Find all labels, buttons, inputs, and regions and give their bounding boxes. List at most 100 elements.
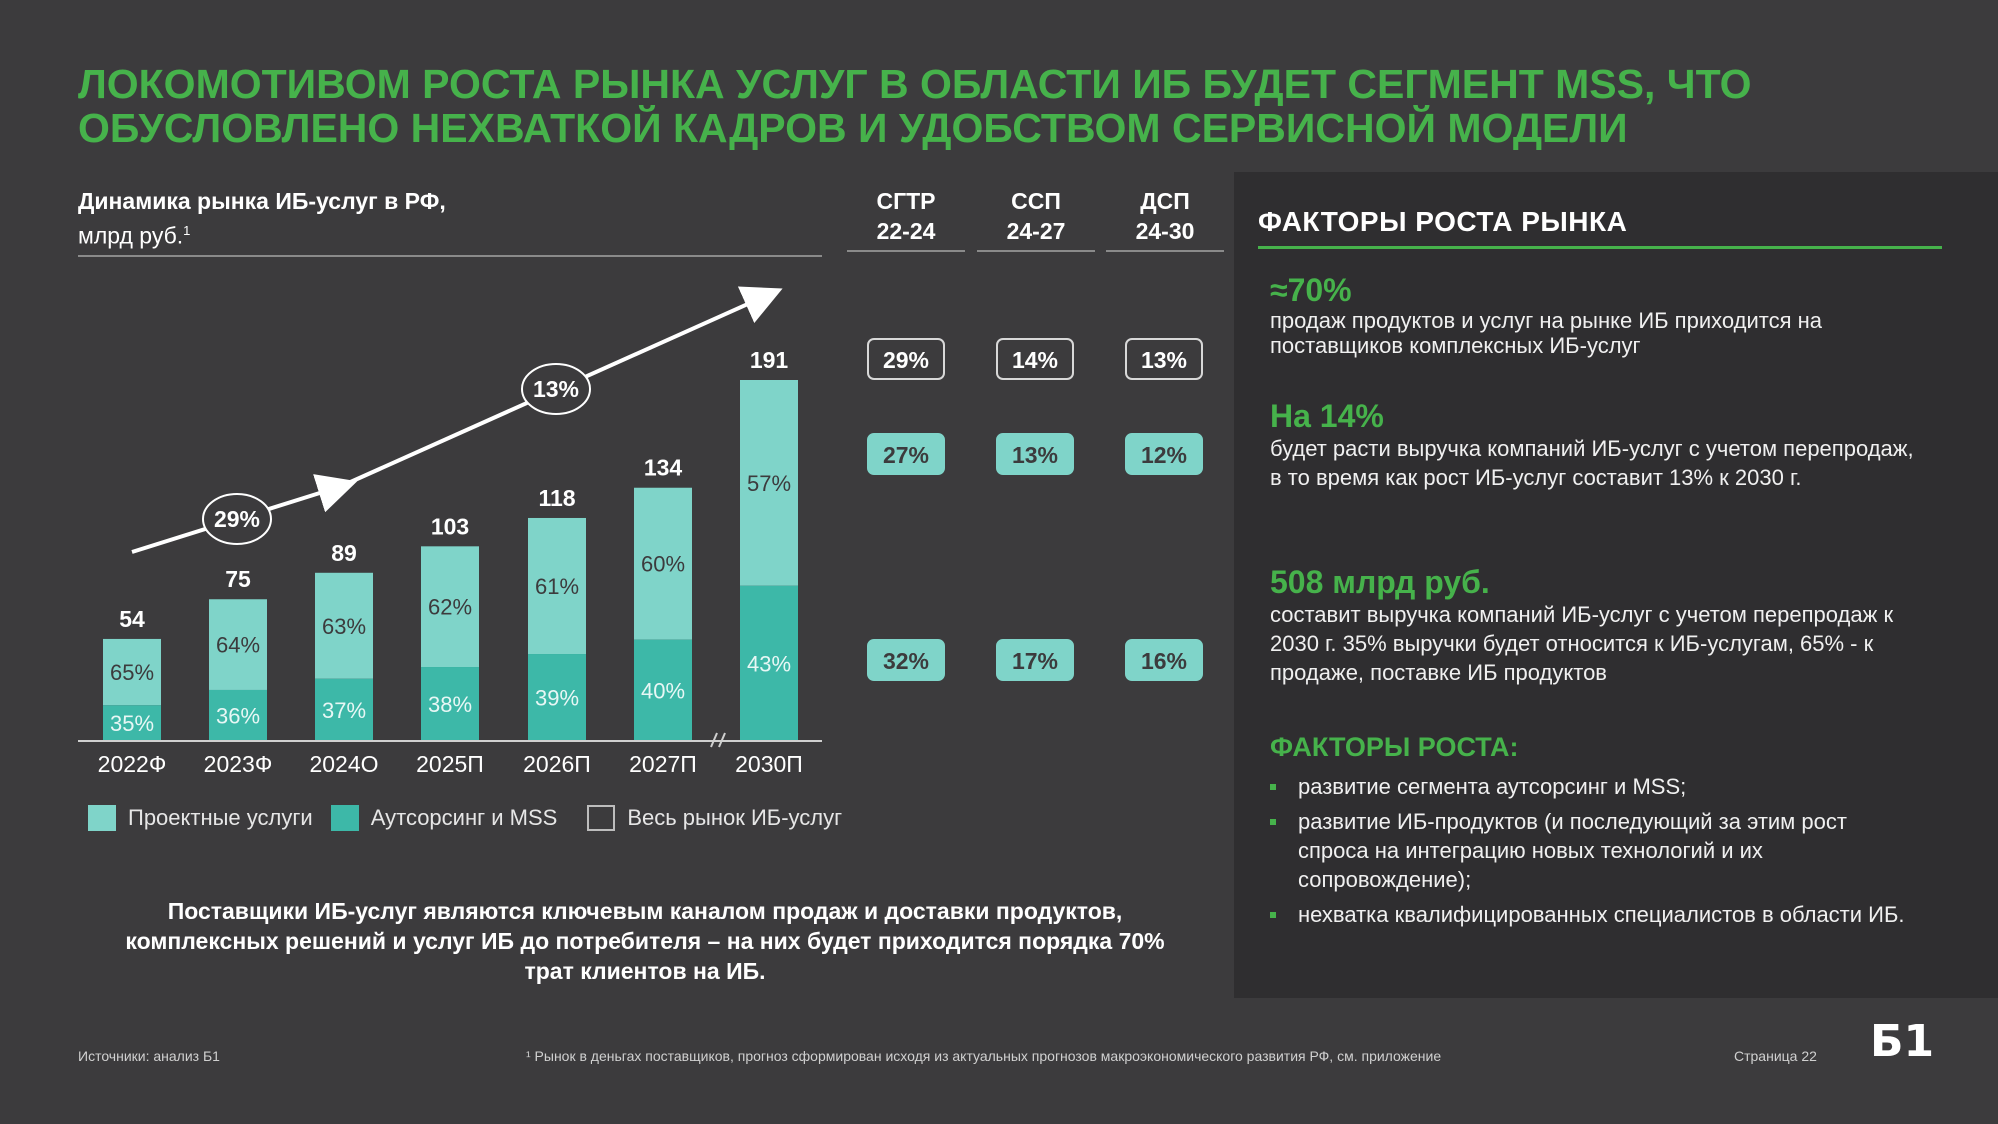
- growth-label-2: 13%: [533, 376, 579, 402]
- cagr-r1-c1: 29%: [867, 338, 945, 380]
- category-label-4: 2026П: [523, 751, 591, 777]
- bar-outsourcing-4: [528, 654, 586, 741]
- label-total-5: 134: [644, 455, 683, 481]
- label-total-1: 75: [225, 566, 251, 592]
- bar-outsourcing-6: [740, 585, 798, 741]
- legend-item-total: Весь рынок ИБ-услуг: [587, 805, 842, 831]
- label-total-6: 191: [750, 347, 789, 373]
- factors-list: развитие сегмента аутсорсинг и MSS; разв…: [1270, 772, 1910, 935]
- label-outsourcing-share-6: 43%: [747, 651, 791, 676]
- label-outsourcing-share-3: 38%: [428, 692, 472, 717]
- legend-label-total: Весь рынок ИБ-услуг: [627, 805, 843, 830]
- factor-text: развитие сегмента аутсорсинг и MSS;: [1298, 774, 1687, 799]
- label-project-share-0: 65%: [110, 660, 154, 685]
- bar-project-6: [740, 380, 798, 586]
- bullet-icon: [1270, 912, 1276, 918]
- label-outsourcing-share-5: 40%: [641, 678, 685, 703]
- footer-footnote: ¹ Рынок в деньгах поставщиков, прогноз с…: [526, 1048, 1442, 1064]
- cagr-header-1: СГТР 22-24: [847, 186, 965, 252]
- legend-label-project: Проектные услуги: [128, 805, 313, 830]
- category-label-6: 2030П: [735, 751, 803, 777]
- label-outsourcing-share-2: 37%: [322, 698, 366, 723]
- label-project-share-2: 63%: [322, 614, 366, 639]
- growth-badge-2: 13%: [521, 363, 591, 415]
- bar-project-5: [634, 487, 692, 640]
- fact-3: 508 млрд руб. составит выручка компаний …: [1270, 564, 1930, 687]
- cagr-r1-c2: 14%: [996, 338, 1074, 380]
- label-project-share-4: 61%: [535, 574, 579, 599]
- cagr-r3-c2: 17%: [996, 639, 1074, 681]
- legend-label-outsourcing: Аутсорсинг и MSS: [370, 805, 558, 830]
- cagr-header-1-name: СГТР: [876, 188, 936, 214]
- bar-outsourcing-1: [209, 689, 267, 741]
- cagr-r2-c1: 27%: [867, 433, 945, 475]
- label-total-0: 54: [119, 606, 145, 632]
- chart-heading: Динамика рынка ИБ-услуг в РФ, млрд руб.1: [78, 186, 822, 257]
- bar-project-0: [103, 638, 161, 706]
- bar-project-1: [209, 599, 267, 690]
- legend-swatch-total: [587, 805, 616, 831]
- footer-sources: Источники: анализ Б1: [78, 1048, 220, 1064]
- label-outsourcing-share-0: 35%: [110, 711, 154, 736]
- growth-badge-1: 29%: [202, 493, 272, 545]
- category-label-2: 2024О: [309, 751, 378, 777]
- footer-page-number: Страница 22: [1734, 1048, 1817, 1064]
- factor-text: развитие ИБ-продуктов (и последующий за …: [1298, 809, 1847, 892]
- bullet-icon: [1270, 784, 1276, 790]
- fact-2: На 14% будет расти выручка компаний ИБ-у…: [1270, 398, 1930, 492]
- growth-label-1: 29%: [214, 506, 260, 532]
- b1-logo: Б1: [1870, 1016, 1935, 1067]
- bar-project-3: [421, 546, 479, 668]
- bar-project-2: [315, 572, 373, 679]
- legend-swatch-project: [88, 805, 116, 831]
- cagr-header-2-period: 24-27: [1006, 218, 1066, 244]
- panel-title: ФАКТОРЫ РОСТА РЫНКА: [1258, 206, 1942, 249]
- cagr-header-2: ССП 24-27: [977, 186, 1095, 252]
- footnote-mark: 1: [183, 223, 191, 238]
- category-label-1: 2023Ф: [204, 751, 273, 777]
- slide-title: ЛОКОМОТИВОМ РОСТА РЫНКА УСЛУГ В ОБЛАСТИ …: [78, 61, 1752, 151]
- chart-heading-line1: Динамика рынка ИБ-услуг в РФ,: [78, 188, 446, 214]
- fact-1-desc: продаж продуктов и услуг на рынке ИБ при…: [1270, 308, 1822, 358]
- label-total-3: 103: [431, 513, 469, 539]
- chart-legend: Проектные услуги Аутсорсинг и MSS Весь р…: [88, 803, 860, 833]
- cagr-r3-c1: 32%: [867, 639, 945, 681]
- legend-swatch-outsourcing: [330, 805, 359, 831]
- fact-3-desc: составит выручка компаний ИБ-услуг с уче…: [1270, 602, 1894, 685]
- cagr-header-3-name: ДСП: [1140, 188, 1190, 214]
- category-label-3: 2025П: [416, 751, 484, 777]
- chart-heading-unit: млрд руб.: [78, 222, 184, 249]
- cagr-r2-c3: 12%: [1125, 433, 1203, 475]
- axis-break-mark: [710, 732, 726, 748]
- label-outsourcing-share-1: 36%: [216, 703, 260, 728]
- fact-2-desc: будет расти выручка компаний ИБ-услуг с …: [1270, 436, 1914, 490]
- fact-1: ≈70% продаж продуктов и услуг на рынке И…: [1270, 272, 1930, 358]
- cagr-header-3-period: 24-30: [1135, 218, 1195, 244]
- cagr-header-2-name: ССП: [1011, 188, 1061, 214]
- factor-text: нехватка квалифицированных специалистов …: [1298, 902, 1905, 927]
- factor-item: развитие ИБ-продуктов (и последующий за …: [1270, 807, 1910, 894]
- fact-3-value: 508 млрд руб.: [1270, 564, 1490, 600]
- bullet-icon: [1270, 819, 1276, 825]
- cagr-r3-c3: 16%: [1125, 639, 1203, 681]
- fact-1-value: ≈70%: [1270, 272, 1352, 308]
- label-project-share-5: 60%: [641, 552, 685, 577]
- bar-project-4: [528, 517, 586, 655]
- category-label-0: 2022Ф: [98, 751, 167, 777]
- cagr-header-3: ДСП 24-30: [1106, 186, 1224, 252]
- factor-item: нехватка квалифицированных специалистов …: [1270, 900, 1910, 929]
- label-project-share-6: 57%: [747, 471, 791, 496]
- label-project-share-3: 62%: [428, 595, 472, 620]
- fact-2-value: На 14%: [1270, 398, 1384, 434]
- bar-outsourcing-2: [315, 678, 373, 741]
- label-total-2: 89: [331, 540, 357, 566]
- growth-factors-panel: ФАКТОРЫ РОСТА РЫНКА ≈70% продаж продукто…: [1234, 172, 1998, 998]
- label-total-4: 118: [538, 485, 575, 511]
- bottom-note: Поставщики ИБ-услуг являются ключевым ка…: [125, 898, 1165, 984]
- category-label-5: 2027П: [629, 751, 697, 777]
- factors-title: ФАКТОРЫ РОСТА:: [1270, 732, 1519, 762]
- bar-outsourcing-5: [634, 639, 692, 741]
- bar-outsourcing-3: [421, 667, 479, 741]
- label-outsourcing-share-4: 39%: [535, 686, 579, 711]
